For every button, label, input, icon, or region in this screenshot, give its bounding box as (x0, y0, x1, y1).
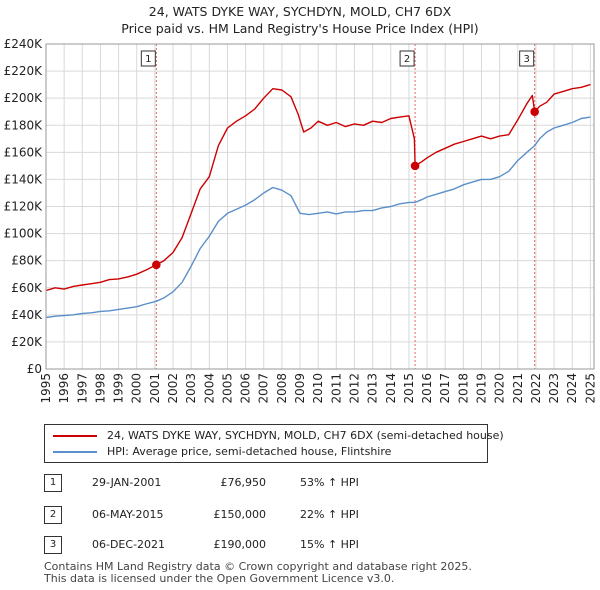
y-tick-label: £80K (11, 254, 43, 268)
x-tick-label: 2021 (511, 373, 525, 404)
chart-title: 24, WATS DYKE WAY, SYCHDYN, MOLD, CH7 6D… (148, 4, 452, 19)
transaction-row: 3 06-DEC-2021 £190,000 15% ↑ HPI (44, 536, 524, 556)
y-tick-label: £0 (27, 362, 42, 376)
y-tick-label: £60K (11, 281, 43, 295)
transaction-date: 06-MAY-2015 (92, 508, 164, 521)
x-tick-label: 2025 (583, 373, 597, 404)
x-tick-label: 2000 (130, 373, 144, 404)
legend-swatch-hpi (53, 451, 97, 453)
x-tick-label: 2001 (148, 373, 162, 404)
x-tick-label: 2011 (329, 373, 343, 404)
y-tick-label: £100K (4, 227, 44, 241)
hpi-line (45, 116, 591, 319)
x-tick-label: 2003 (184, 373, 198, 404)
x-tick-label: 2007 (257, 373, 271, 404)
transaction-row: 2 06-MAY-2015 £150,000 22% ↑ HPI (44, 506, 524, 526)
x-tick-label: 1996 (57, 373, 71, 404)
sale-point (530, 107, 539, 117)
x-tick-label: 1995 (39, 373, 53, 404)
x-tick-label: 2010 (311, 373, 325, 404)
x-tick-label: 2024 (565, 373, 579, 404)
y-tick-label: £200K (4, 91, 44, 105)
footer-copyright: Contains HM Land Registry data © Crown c… (44, 560, 472, 573)
x-tick-label: 2018 (456, 373, 470, 404)
x-tick-label: 2017 (438, 373, 452, 404)
plot-frame (45, 43, 595, 370)
y-tick-label: £240K (4, 37, 44, 51)
transaction-number: 1 (44, 474, 62, 492)
sale-label-box (519, 50, 535, 67)
x-tick-label: 2023 (547, 373, 561, 404)
legend: 24, WATS DYKE WAY, SYCHDYN, MOLD, CH7 6D… (44, 424, 504, 463)
transaction-price: £76,950 (220, 476, 267, 489)
x-tick-label: 2002 (166, 373, 180, 404)
x-tick-label: 2013 (366, 373, 380, 404)
sale-label-box (399, 50, 415, 67)
sale-label-box (140, 50, 156, 67)
x-tick-label: 2020 (493, 373, 507, 404)
sale-point (410, 161, 420, 171)
x-tick-label: 2012 (347, 373, 361, 404)
legend-swatch-property (53, 435, 97, 437)
transaction-price: £190,000 (213, 538, 267, 551)
x-tick-label: 2014 (384, 373, 398, 404)
price-chart: 1 2 3 £0 £20K £40K £60K £80K £100K £120K £140K £16… (4, 37, 598, 404)
y-tick-label: £20K (11, 335, 43, 349)
x-tick-label: 2009 (293, 373, 307, 404)
sale-point (152, 260, 161, 270)
x-tick-label: 2022 (529, 373, 543, 404)
plot-area: 1 2 3 (45, 44, 591, 369)
sale-label: 1 (145, 54, 151, 65)
transaction-date: 06-DEC-2021 (92, 538, 166, 551)
transaction-number: 2 (44, 506, 62, 524)
x-tick-label: 2006 (239, 373, 253, 404)
transaction-number: 3 (44, 536, 62, 554)
chart-subtitle: Price paid vs. HM Land Registry's House … (121, 21, 479, 36)
y-tick-label: £120K (4, 200, 44, 214)
x-tick-label: 1999 (112, 373, 126, 404)
y-tick-label: £140K (4, 172, 44, 186)
x-tick-label: 2015 (402, 373, 416, 404)
y-tick-label: £220K (4, 64, 44, 78)
transaction-hpi-change: 22% ↑ HPI (300, 508, 359, 521)
sale-label: 2 (404, 54, 410, 65)
y-tick-label: £40K (11, 308, 43, 322)
x-tick-label: 2008 (275, 373, 289, 404)
x-tick-label: 2004 (202, 373, 216, 404)
transaction-row: 1 29-JAN-2001 £76,950 53% ↑ HPI (44, 474, 524, 494)
transaction-date: 29-JAN-2001 (92, 476, 162, 489)
transaction-hpi-change: 53% ↑ HPI (300, 476, 359, 489)
y-tick-label: £160K (4, 145, 44, 159)
property-price-line (45, 83, 591, 292)
x-tick-label: 2019 (474, 373, 488, 404)
transaction-hpi-change: 15% ↑ HPI (300, 538, 359, 551)
legend-label-hpi: HPI: Average price, semi-detached house,… (107, 445, 392, 458)
legend-label-property: 24, WATS DYKE WAY, SYCHDYN, MOLD, CH7 6D… (107, 429, 504, 442)
grid-lines (45, 43, 594, 370)
x-tick-label: 1997 (75, 373, 89, 404)
axes: £0 £20K £40K £60K £80K £100K £120K £140K £160K £1… (4, 37, 598, 404)
transaction-price: £150,000 (213, 508, 267, 521)
x-tick-label: 2005 (220, 373, 234, 404)
x-tick-label: 1998 (93, 373, 107, 404)
sale-label: 3 (523, 54, 529, 65)
x-tick-label: 2016 (420, 373, 434, 404)
footer-licence: This data is licensed under the Open Gov… (44, 572, 395, 585)
y-tick-label: £180K (4, 118, 44, 132)
